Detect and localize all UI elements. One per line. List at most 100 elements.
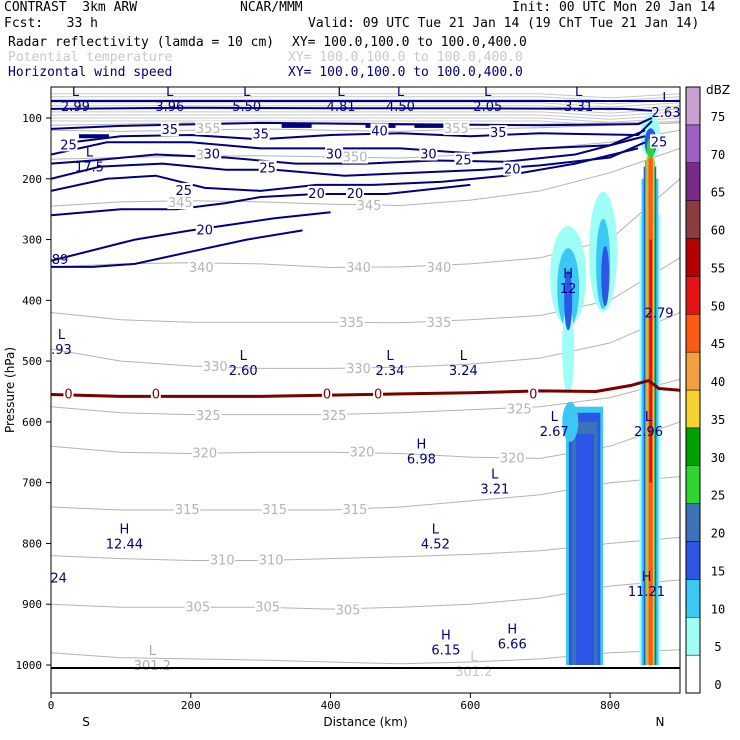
theta-label: 315	[343, 503, 368, 518]
theta-label-bg	[261, 502, 288, 517]
wind-label-bg	[174, 182, 193, 197]
colorbar-swatch	[685, 351, 701, 391]
wind-label: 25	[60, 138, 77, 153]
x-tick-label: 400	[321, 699, 341, 712]
theta-label-bg	[342, 502, 369, 517]
theta-label: 335	[339, 316, 364, 331]
colorbar-label: 40	[711, 375, 725, 389]
colorbar-swatch	[685, 276, 701, 315]
theta-label: 320	[192, 446, 217, 461]
extremum-type: L	[491, 468, 499, 483]
plot-area: 3553553503503453453403403403353353303303…	[48, 85, 680, 680]
extremum-type: L	[397, 85, 405, 100]
y-tick-label: 300	[22, 234, 42, 247]
wind-label: 40	[371, 124, 388, 139]
valid-time: Valid: 09 UTC Tue 21 Jan 14 (19 ChT Tue …	[308, 16, 700, 31]
theta-label: 330	[203, 360, 228, 375]
y-tick-label: 1000	[16, 659, 43, 672]
extremum-value: 12.44	[106, 537, 143, 552]
extremum-type: L	[243, 85, 251, 100]
reflectivity-column	[575, 434, 595, 665]
field-theta-xy: XY= 100.0,100.0 to 100.0,400.0	[288, 50, 523, 65]
theta-contour	[51, 122, 680, 132]
wind-contour	[51, 106, 653, 112]
wind-label-bg	[503, 161, 522, 176]
extremum-value: 6.66	[498, 638, 527, 653]
theta-contour	[51, 114, 680, 120]
extremum-type: L	[166, 85, 174, 100]
extremum-type: L	[484, 85, 492, 100]
extremum-value: 3.31	[564, 100, 593, 115]
extremum-value: 4.52	[421, 537, 450, 552]
wind-label-bg	[251, 126, 270, 141]
extremum-value: .89	[48, 253, 69, 268]
wind-label-bg	[489, 125, 508, 140]
colorbar-label: 0	[714, 678, 721, 692]
theta-label-bg	[355, 198, 382, 213]
wind-label: 30	[420, 147, 437, 162]
freezing-label-bg	[373, 386, 384, 401]
colorbar-swatch	[685, 579, 701, 618]
theta-label-bg	[425, 314, 452, 329]
theta-label: 330	[346, 362, 371, 377]
wind-label-bg	[370, 123, 389, 138]
extremum-value: 301.2	[134, 659, 171, 674]
extremum-value: 2.99	[61, 100, 90, 115]
extremum-type: H	[642, 570, 652, 585]
extremum-value: 3.21	[480, 483, 509, 498]
theta-label: 305	[185, 600, 210, 615]
wind-label: 30	[326, 147, 343, 162]
wind-contour	[51, 211, 331, 262]
wind-label: 35	[252, 127, 269, 142]
colorbar-swatch	[685, 654, 701, 694]
freezing-label-bg	[150, 386, 161, 401]
colorbar-label: 75	[711, 110, 725, 124]
colorbar-label: 10	[711, 602, 725, 616]
theta-label: 325	[322, 409, 347, 424]
freezing-label: 0	[64, 388, 72, 403]
north-end-label: N	[656, 715, 665, 729]
theta-label-bg	[195, 120, 222, 135]
theta-label: 305	[336, 603, 361, 618]
freezing-label-bg	[528, 386, 539, 401]
colorbar-label: 70	[711, 148, 725, 162]
extremum-type: L	[551, 410, 559, 425]
theta-label-bg	[506, 401, 533, 416]
forecast-hour: Fcst: 33 h	[4, 16, 98, 31]
wind-contour	[51, 147, 639, 192]
wind-label: 25	[651, 135, 668, 150]
field-theta-name: Potential temperature	[8, 50, 173, 65]
extremum-value: 3.96	[155, 100, 184, 115]
wind-label: 20	[196, 223, 213, 238]
theta-label: 305	[255, 600, 280, 615]
x-tick-label: 0	[48, 699, 55, 712]
extremum-value: 6.15	[431, 644, 460, 659]
colorbar-label: 60	[711, 224, 725, 238]
theta-label-bg	[345, 260, 372, 275]
extremum-value: 2.60	[229, 364, 258, 379]
reflectivity-plume	[564, 270, 573, 331]
freezing-label-bg	[63, 386, 74, 401]
wind-label-bg	[419, 146, 438, 161]
extremum-value: 2.34	[375, 364, 404, 379]
y-tick-label: 600	[22, 416, 42, 429]
theta-label: 345	[168, 196, 193, 211]
field-reflectivity-xy: XY= 100.0,100.0 to 100.0,400.0	[292, 35, 527, 50]
y-tick-label: 900	[22, 598, 42, 611]
wind-contour	[51, 135, 646, 165]
field-wind-xy: XY= 100.0,100.0 to 100.0,400.0	[288, 65, 523, 80]
init-time: Init: 00 UTC Mon 20 Jan 14	[512, 0, 716, 15]
theta-label: 320	[500, 451, 525, 466]
extremum-value: 17.5	[75, 161, 104, 176]
y-tick-label: 200	[22, 173, 42, 186]
theta-label: 340	[346, 261, 371, 276]
colorbar-label: 30	[711, 451, 725, 465]
extremum-value: 2.79	[645, 306, 674, 321]
theta-label-bg	[443, 120, 470, 135]
extremum-type: L	[240, 349, 248, 364]
theta-contour	[51, 93, 680, 99]
theta-contour	[51, 102, 680, 108]
freezing-label: 0	[323, 388, 331, 403]
colorbar-label: 35	[711, 413, 725, 427]
wind-contour	[51, 141, 646, 180]
